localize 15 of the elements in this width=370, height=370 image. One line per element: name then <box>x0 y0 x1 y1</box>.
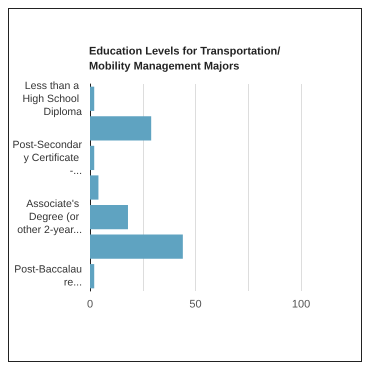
bar <box>90 264 94 288</box>
x-tick-label: 0 <box>86 298 94 310</box>
bar <box>90 86 94 111</box>
y-tick-label: Less than a High School Diploma <box>22 80 82 118</box>
x-tick-label: 100 <box>292 298 310 310</box>
y-tick-label: Associate's Degree (or other 2-year... <box>17 198 82 236</box>
bar <box>90 146 94 170</box>
bar <box>90 204 128 230</box>
chart-title: Education Levels for Transportation/ Mobility Management Majors <box>89 46 280 72</box>
y-tick-label: Post-Secondary Certificate -... <box>12 138 82 177</box>
x-tick-label: 50 <box>189 298 202 310</box>
bar <box>90 175 98 200</box>
bar <box>90 116 152 140</box>
bar <box>90 234 183 259</box>
y-tick-label: Post-Baccalaure... <box>14 264 82 289</box>
